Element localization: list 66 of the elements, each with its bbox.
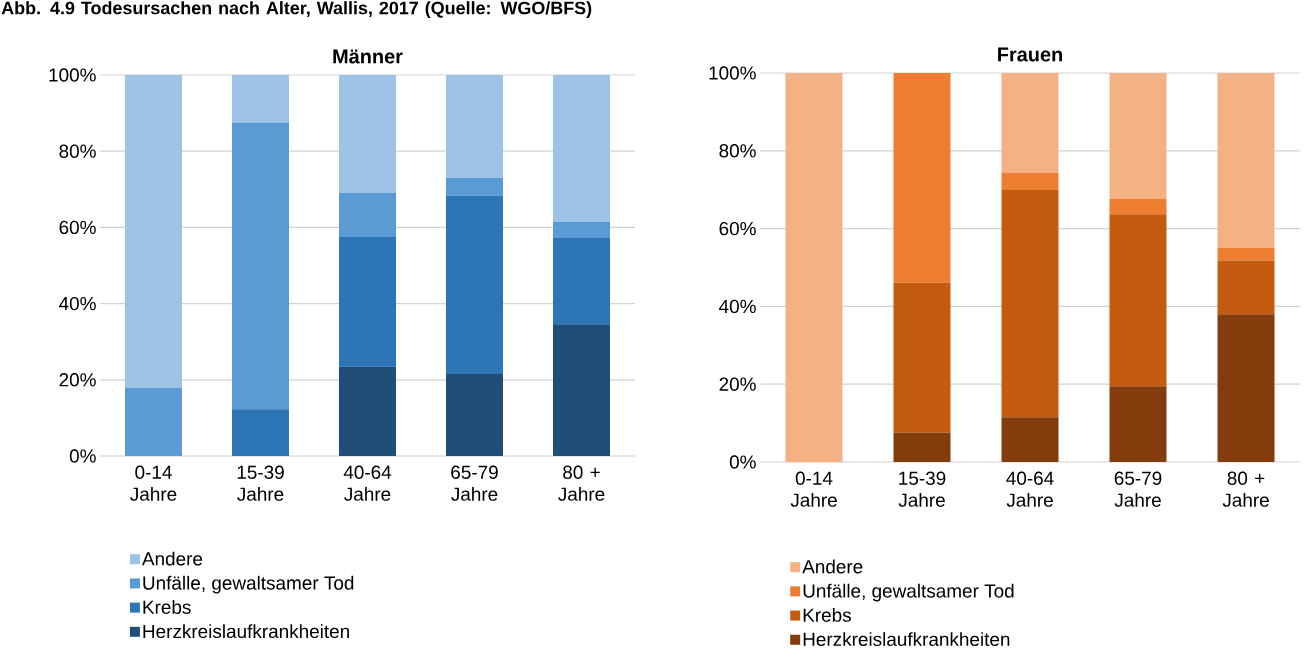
y-tick-label: 40% <box>59 296 96 311</box>
x-tick-label: 80 + Jahre <box>558 465 605 501</box>
bar <box>339 366 396 456</box>
bar <box>1001 72 1059 173</box>
y-tick-label: 80% <box>59 144 96 158</box>
bar <box>893 72 951 283</box>
x-tick-label: 0-14 Jahre <box>790 471 837 507</box>
bar <box>785 72 843 462</box>
bar <box>553 75 610 222</box>
bar <box>553 324 610 456</box>
x-tick-label: 40-64 Jahre <box>1006 471 1054 507</box>
y-tick-label: 20% <box>59 373 96 387</box>
y-tick-label: 80% <box>719 144 756 158</box>
y-tick-label: 100% <box>49 68 96 82</box>
bar <box>339 236 396 367</box>
bar <box>232 122 289 410</box>
y-tick-label: 0% <box>69 449 96 463</box>
bar <box>1109 386 1167 462</box>
bar <box>339 75 396 194</box>
bar <box>232 409 289 456</box>
x-tick-label: 65-79 Jahre <box>451 465 498 501</box>
bar <box>553 221 610 239</box>
bar <box>125 387 182 456</box>
y-tick-label: 40% <box>719 299 756 314</box>
bar <box>339 193 396 237</box>
x-tick-label: 15-39 Jahre <box>898 471 946 507</box>
bar <box>232 75 289 123</box>
y-tick-label: 60% <box>59 220 96 235</box>
x-tick-label: 80 + Jahre <box>1222 471 1269 507</box>
x-tick-label: 0-14 Jahre <box>130 465 177 501</box>
legend-label: Krebs <box>143 600 191 614</box>
legend-label: Unfälle, gewaltsamer Tod <box>143 575 354 594</box>
x-tick-label: 15-39 Jahre <box>237 465 284 501</box>
bar <box>893 432 951 462</box>
bar <box>446 374 503 456</box>
bar <box>1109 214 1167 387</box>
bar <box>1001 417 1059 462</box>
legend-label: Unfälle, gewaltsamer Tod <box>803 583 1014 602</box>
y-tick-label: 0% <box>729 455 756 469</box>
bar <box>1217 260 1275 315</box>
bar <box>1109 199 1167 215</box>
bar <box>125 75 182 388</box>
bar <box>553 238 610 325</box>
bar <box>1217 72 1275 248</box>
bar <box>1109 72 1167 200</box>
chart-title: Männer <box>333 49 403 64</box>
legend-label: Krebs <box>803 607 851 622</box>
bar <box>893 282 951 433</box>
bar <box>446 75 503 178</box>
y-tick-label: 60% <box>719 221 756 236</box>
legend-label: Herzkreislaufkrankheiten <box>803 632 1010 647</box>
bar <box>1001 172 1059 191</box>
y-tick-label: 20% <box>719 377 756 391</box>
legend-label: Andere <box>141 551 203 566</box>
legend-label: Herzkreislaufkrankheiten <box>143 624 349 639</box>
x-tick-label: 40-64 Jahre <box>343 465 392 501</box>
chart-title: Frauen <box>998 47 1062 62</box>
bar <box>446 195 503 375</box>
y-tick-label: 100% <box>709 66 756 80</box>
x-tick-label: 65-79 Jahre <box>1114 471 1162 507</box>
bar <box>1001 190 1059 418</box>
caption: Abb. 4.9 Todesursachen nach Alter, Wallis, 2017 (Quelle: WGO/BFS) <box>1 1 592 18</box>
legend-label: Andere <box>802 559 863 574</box>
bar <box>1217 314 1275 462</box>
bar <box>1217 247 1275 261</box>
bar <box>446 177 503 196</box>
